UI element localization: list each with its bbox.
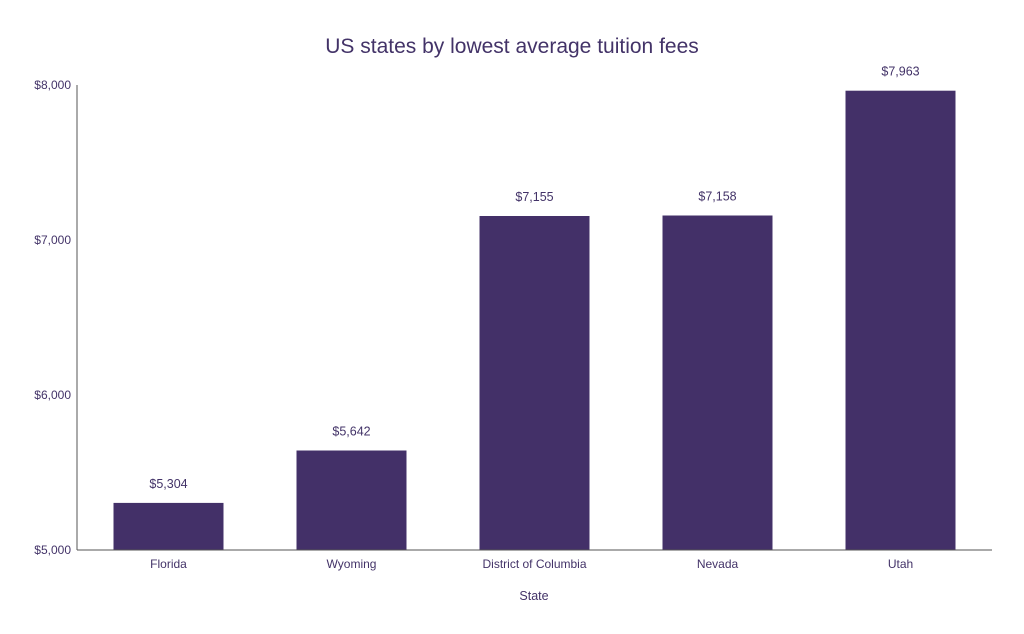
x-axis-title: State xyxy=(519,589,548,603)
bar-value-label: $7,158 xyxy=(698,190,736,204)
bar-value-label: $5,642 xyxy=(332,425,370,439)
x-axis-ticks: Florida Wyoming District of Columbia Nevada… xyxy=(150,557,913,571)
bar-value-label: $7,155 xyxy=(515,190,553,204)
y-tick-label: $7,000 xyxy=(34,233,71,247)
y-axis-ticks: $5,000 $6,000 $7,000 $8,000 xyxy=(34,78,71,557)
y-tick-label: $6,000 xyxy=(34,388,71,402)
bar xyxy=(479,216,590,550)
y-tick-label: $5,000 xyxy=(34,543,71,557)
x-tick-label: Florida xyxy=(150,557,187,571)
y-tick-label: $8,000 xyxy=(34,78,71,92)
bar xyxy=(662,215,773,550)
bars-group xyxy=(113,90,956,550)
bar xyxy=(296,450,407,550)
bar xyxy=(113,502,224,550)
bar-value-label: $7,963 xyxy=(881,65,919,79)
bar-value-labels: $5,304 $5,642 $7,155 $7,158 $7,963 xyxy=(149,65,919,491)
bar-value-label: $5,304 xyxy=(149,477,187,491)
bar xyxy=(845,90,956,550)
x-tick-label: Utah xyxy=(888,557,913,571)
chart-title: US states by lowest average tuition fees xyxy=(325,35,699,58)
x-tick-label: Nevada xyxy=(697,557,739,571)
x-tick-label: Wyoming xyxy=(327,557,377,571)
x-tick-label: District of Columbia xyxy=(482,557,586,571)
